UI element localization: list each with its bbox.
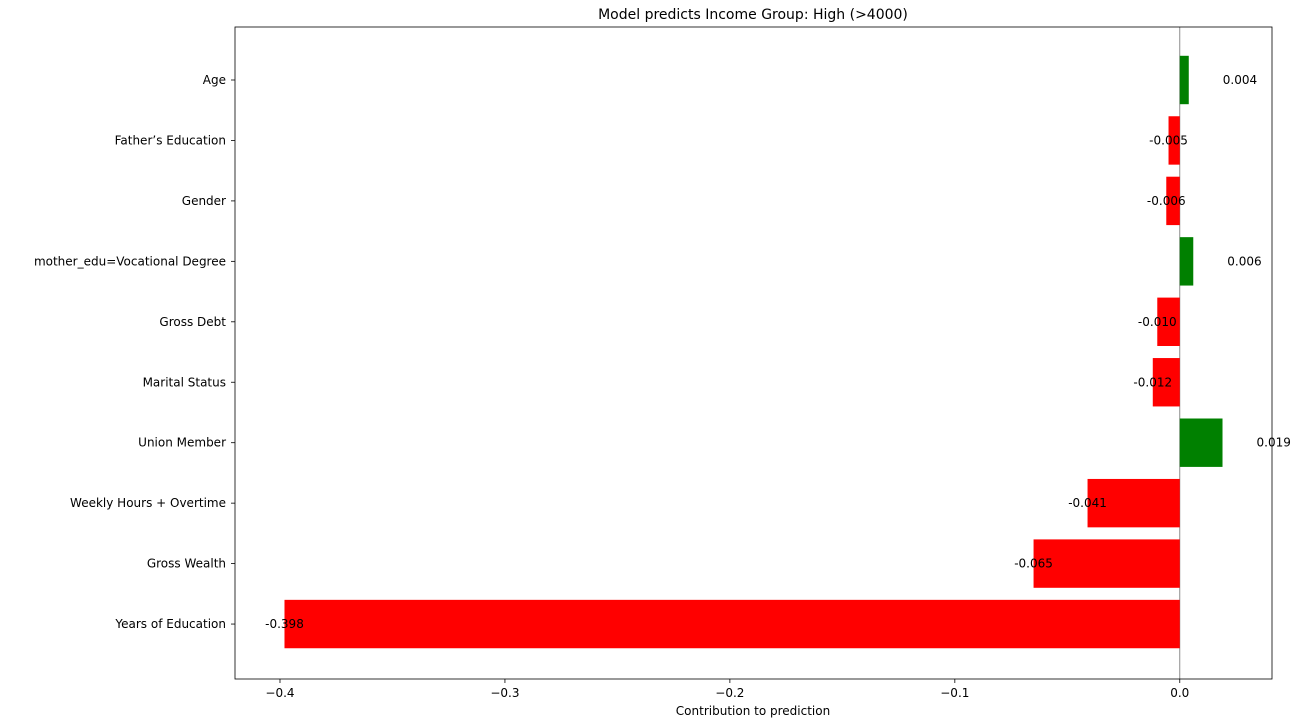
- chart-title: Model predicts Income Group: High (>4000…: [598, 7, 908, 23]
- y-tick-label: Father’s Education: [115, 133, 226, 147]
- bar: [1179, 237, 1194, 286]
- bar: [1166, 176, 1180, 226]
- x-axis-label: Contribution to prediction: [676, 704, 830, 718]
- bar-value-labels: 0.004 -0.005 -0.006 0.006 -0.010 -0.012 0.019 -…: [265, 73, 1291, 631]
- y-tick-label: Gross Wealth: [147, 557, 226, 571]
- y-tick-label: Gender: [182, 194, 226, 208]
- x-tick-label: −0.3: [490, 686, 519, 700]
- bar-value-label: 0.006: [1227, 254, 1261, 268]
- bar-value-label: -0.065: [1014, 557, 1053, 571]
- x-tick-label: 0.0: [1170, 686, 1189, 700]
- x-axis-ticks: −0.4 −0.3 −0.2 −0.1 0.0: [265, 679, 1189, 700]
- y-axis-ticks: Age Father’s Education Gender mother_edu=Vo…: [34, 73, 235, 631]
- bar-value-label: -0.398: [265, 617, 304, 631]
- x-tick-label: −0.4: [265, 686, 294, 700]
- y-tick-label: Years of Education: [114, 617, 226, 631]
- bar: [1087, 478, 1180, 528]
- y-tick-label: Age: [203, 73, 226, 87]
- y-tick-label: Gross Debt: [159, 315, 226, 329]
- y-tick-label: Union Member: [138, 436, 226, 450]
- bars-layer: [284, 27, 1223, 679]
- bar: [284, 599, 1180, 649]
- bar-value-label: 0.019: [1257, 436, 1291, 450]
- y-tick-label: mother_edu=Vocational Degree: [34, 254, 226, 268]
- bar: [1033, 539, 1180, 588]
- bar: [1152, 358, 1180, 407]
- bar-value-label: -0.006: [1147, 194, 1186, 208]
- bar-value-label: 0.004: [1223, 73, 1257, 87]
- y-tick-label: Marital Status: [143, 375, 226, 389]
- bar-value-label: -0.010: [1138, 315, 1177, 329]
- bar-value-label: -0.041: [1068, 496, 1107, 510]
- bar: [1179, 55, 1189, 105]
- x-tick-label: −0.1: [940, 686, 969, 700]
- bar: [1157, 297, 1180, 346]
- bar-value-label: -0.005: [1149, 133, 1188, 147]
- bar: [1168, 116, 1180, 165]
- y-tick-label: Weekly Hours + Overtime: [70, 496, 226, 510]
- x-tick-label: −0.2: [715, 686, 744, 700]
- bar-value-label: -0.012: [1133, 375, 1172, 389]
- bar: [1179, 418, 1223, 467]
- axes-frame: [234, 26, 1273, 680]
